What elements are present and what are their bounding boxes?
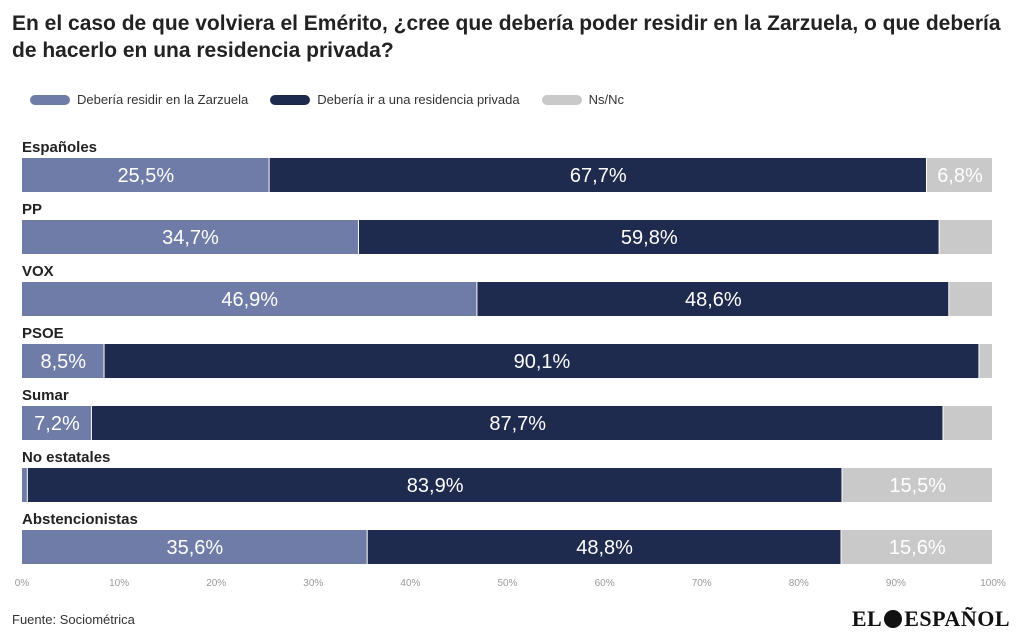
legend-label-privada: Debería ir a una residencia privada [317, 92, 520, 107]
legend-item-nsnc: Ns/Nc [541, 92, 624, 107]
bar-segment [22, 344, 104, 378]
logo-text-right: ESPAÑOL [904, 606, 1010, 631]
category-label: PSOE [22, 325, 64, 342]
data-label: 46,9% [221, 289, 278, 311]
legend-swatch-nsnc [541, 94, 582, 105]
data-label: 83,9% [407, 475, 464, 497]
category-label: Españoles [22, 139, 97, 156]
data-label: 34,7% [162, 227, 219, 249]
data-label: 87,7% [489, 413, 546, 435]
x-tick-label: 80% [789, 578, 809, 589]
bar-segment [269, 158, 926, 192]
data-label: 59,8% [621, 227, 678, 249]
lion-icon [884, 610, 903, 628]
data-label: 15,6% [889, 537, 946, 559]
x-tick-label: 20% [206, 578, 226, 589]
bar-segment [22, 220, 358, 254]
data-label: 15,5% [889, 475, 946, 497]
x-tick-label: 60% [595, 578, 615, 589]
data-label: 90,1% [514, 351, 571, 373]
data-label: 6,8% [937, 165, 983, 187]
category-label: No estatales [22, 449, 110, 466]
data-label: 25,5% [117, 165, 174, 187]
x-tick-label: 70% [692, 578, 712, 589]
legend-label-zarzuela: Debería residir en la Zarzuela [77, 92, 249, 107]
data-label: 8,5% [40, 351, 86, 373]
x-tick-label: 100% [980, 578, 1006, 589]
source-note: Fuente: Sociométrica [12, 612, 135, 627]
data-label: 48,8% [576, 537, 633, 559]
x-tick-label: 0% [15, 578, 30, 589]
bar-segment [22, 158, 269, 192]
data-label: 48,6% [685, 289, 742, 311]
bar-segment [27, 468, 842, 502]
logo-text-left: EL [851, 606, 883, 631]
legend-swatch-privada [270, 94, 311, 105]
category-label: VOX [22, 263, 54, 280]
x-tick-label: 30% [303, 578, 323, 589]
x-tick-label: 10% [109, 578, 129, 589]
bar-segment [358, 220, 939, 254]
x-tick-label: 90% [886, 578, 906, 589]
legend-item-privada: Debería ir a una residencia privada [270, 92, 520, 107]
bar-segment [104, 344, 979, 378]
category-label: Sumar [22, 387, 69, 404]
stacked-bar-chart: Españoles 25,5% 67,7% 6,8% PP 34,7% 59,8% VOX 46… [15, 139, 1006, 589]
data-label: 67,7% [570, 165, 627, 187]
bar-segment [943, 406, 992, 440]
bar-segment [22, 406, 91, 440]
category-label: Abstencionistas [22, 511, 138, 528]
chart-title: En el caso de que volviera el Emérito, ¿… [12, 12, 1001, 62]
bar-segment [926, 158, 992, 192]
bar-segment [841, 530, 992, 564]
x-tick-label: 40% [400, 578, 420, 589]
x-tick-label: 50% [497, 578, 517, 589]
bar-segment [367, 530, 841, 564]
legend-swatch-zarzuela [30, 94, 70, 105]
bar-segment [842, 468, 992, 502]
bar-segment [22, 282, 477, 316]
bar-segment [477, 282, 949, 316]
legend-label-nsnc: Ns/Nc [588, 92, 624, 107]
data-label: 7,2% [34, 413, 80, 435]
category-label: PP [22, 201, 42, 218]
bar-segment [22, 468, 27, 502]
bar-segment [939, 220, 992, 254]
bar-segment [22, 530, 367, 564]
el-espanol-logo: EL ESPAÑOL [852, 606, 1010, 632]
bar-segment [979, 344, 992, 378]
bar-segment [91, 406, 943, 440]
data-label: 35,6% [166, 537, 223, 559]
bar-segment [949, 282, 992, 316]
legend-item-zarzuela: Debería residir en la Zarzuela [30, 92, 248, 107]
legend: Debería residir en la Zarzuela Debería i… [30, 92, 624, 107]
